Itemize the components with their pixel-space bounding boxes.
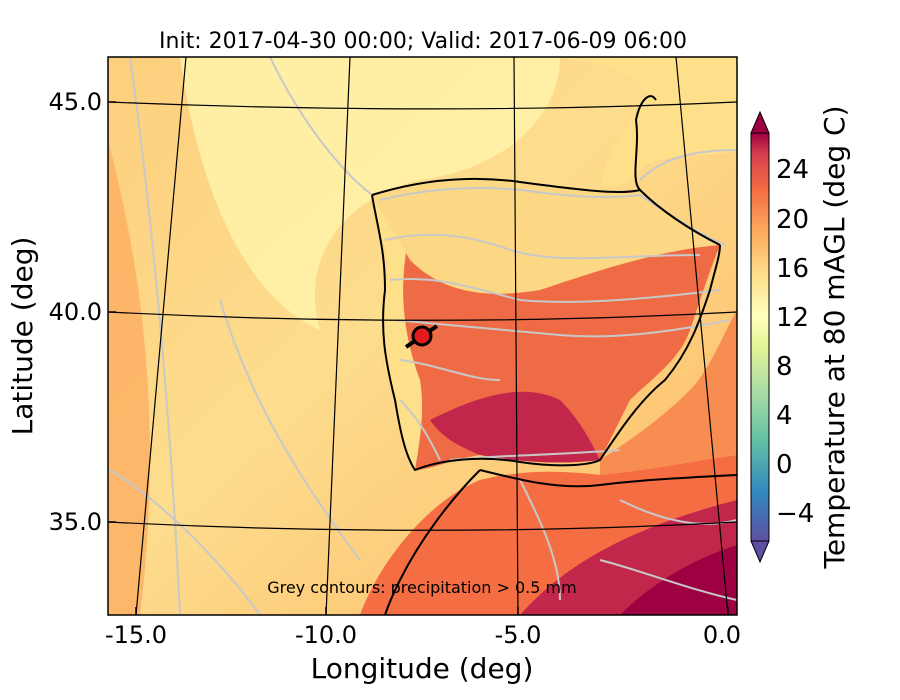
colorbar-label: Temperature at 80 mAGL (deg C) (818, 105, 851, 569)
precipitation-annotation: Grey contours: precipitation > 0.5 mm (267, 578, 576, 597)
chart-title: Init: 2017-04-30 00:00; Valid: 2017-06-0… (159, 29, 687, 54)
graticule (108, 57, 737, 615)
south-spain-hot (430, 391, 600, 463)
colorbar-tick: 24 (776, 155, 809, 185)
y-tick-label: 45.0 (49, 88, 102, 116)
y-axis-label: Latitude (deg) (6, 237, 39, 436)
colorbar-tick: −4 (776, 499, 814, 529)
location-marker (404, 324, 439, 349)
y-tick-label: 40.0 (49, 298, 102, 326)
north-spain-land (372, 178, 720, 294)
colorbar-tick: 12 (776, 303, 809, 333)
y-axis: 45.0 40.0 35.0 Latitude (deg) (6, 88, 116, 536)
y-tick-label: 35.0 (49, 508, 102, 536)
colorbar-tick: 20 (776, 205, 809, 235)
x-axis-label: Longitude (deg) (311, 652, 534, 685)
colorbar-max-arrow (750, 110, 770, 134)
x-tick-label: 0.0 (703, 621, 741, 649)
colorbar-min-arrow (750, 540, 770, 564)
warm-sea-band-west (108, 140, 150, 615)
colorbar-tick: 8 (776, 352, 793, 382)
map-frame (107, 56, 738, 616)
x-tick-label: -15.0 (105, 621, 167, 649)
mediterranean-sea (600, 310, 737, 475)
map-area (108, 57, 737, 615)
x-axis: -15.0 -10.0 -5.0 0.0 Longitude (deg) (105, 607, 741, 685)
north-africa-very-hot (620, 545, 737, 615)
colorbar: 24 20 16 12 8 4 0 −4 Temperature at 80 m… (750, 105, 851, 570)
colorbar-tick: 16 (776, 254, 809, 284)
colorbar-tick: 4 (776, 401, 793, 431)
portugal-land (371, 195, 423, 470)
precipitation-contours (109, 57, 737, 615)
x-tick-label: -10.0 (295, 621, 357, 649)
colorbar-tick: 0 (776, 450, 793, 480)
colorbar-scale (750, 132, 770, 542)
x-tick-label: -5.0 (495, 621, 542, 649)
